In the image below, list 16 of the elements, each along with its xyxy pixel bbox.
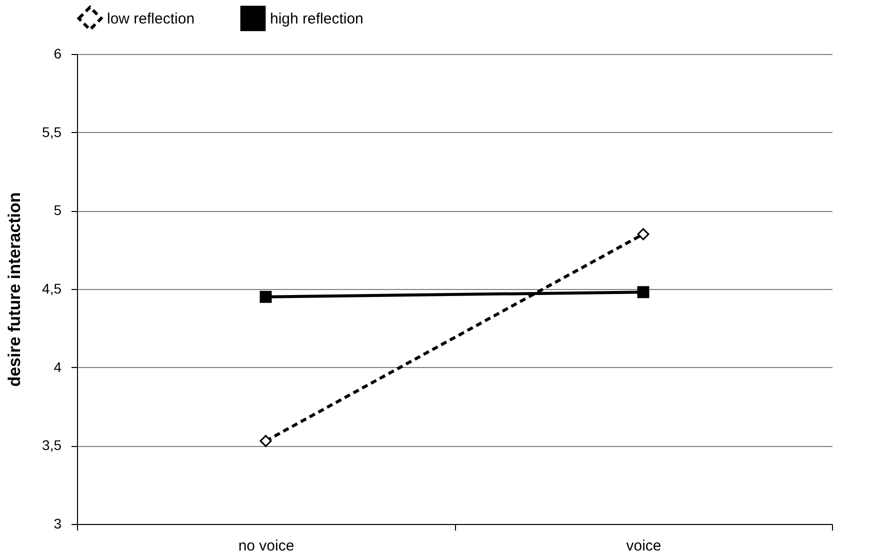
y-tick-label: 5,5 bbox=[42, 124, 62, 140]
y-tick-label: 4,5 bbox=[42, 280, 62, 296]
point bbox=[260, 290, 272, 303]
point bbox=[260, 434, 272, 447]
y-tick-label: 4 bbox=[54, 358, 62, 375]
point bbox=[637, 286, 650, 298]
legend-label: low reflection bbox=[107, 10, 195, 28]
x-tick-label: no voice bbox=[238, 538, 294, 554]
point bbox=[637, 228, 650, 240]
x-tick-label: voice bbox=[626, 538, 662, 554]
y-tick-label: 5 bbox=[54, 202, 62, 218]
legend-label: high reflection bbox=[270, 10, 364, 28]
y-tick-label: 6 bbox=[54, 46, 62, 62]
y-tick-label: 3 bbox=[54, 516, 62, 532]
y-tick-label: 3,5 bbox=[42, 437, 62, 454]
y-axis-title: desire future interaction bbox=[5, 192, 24, 387]
